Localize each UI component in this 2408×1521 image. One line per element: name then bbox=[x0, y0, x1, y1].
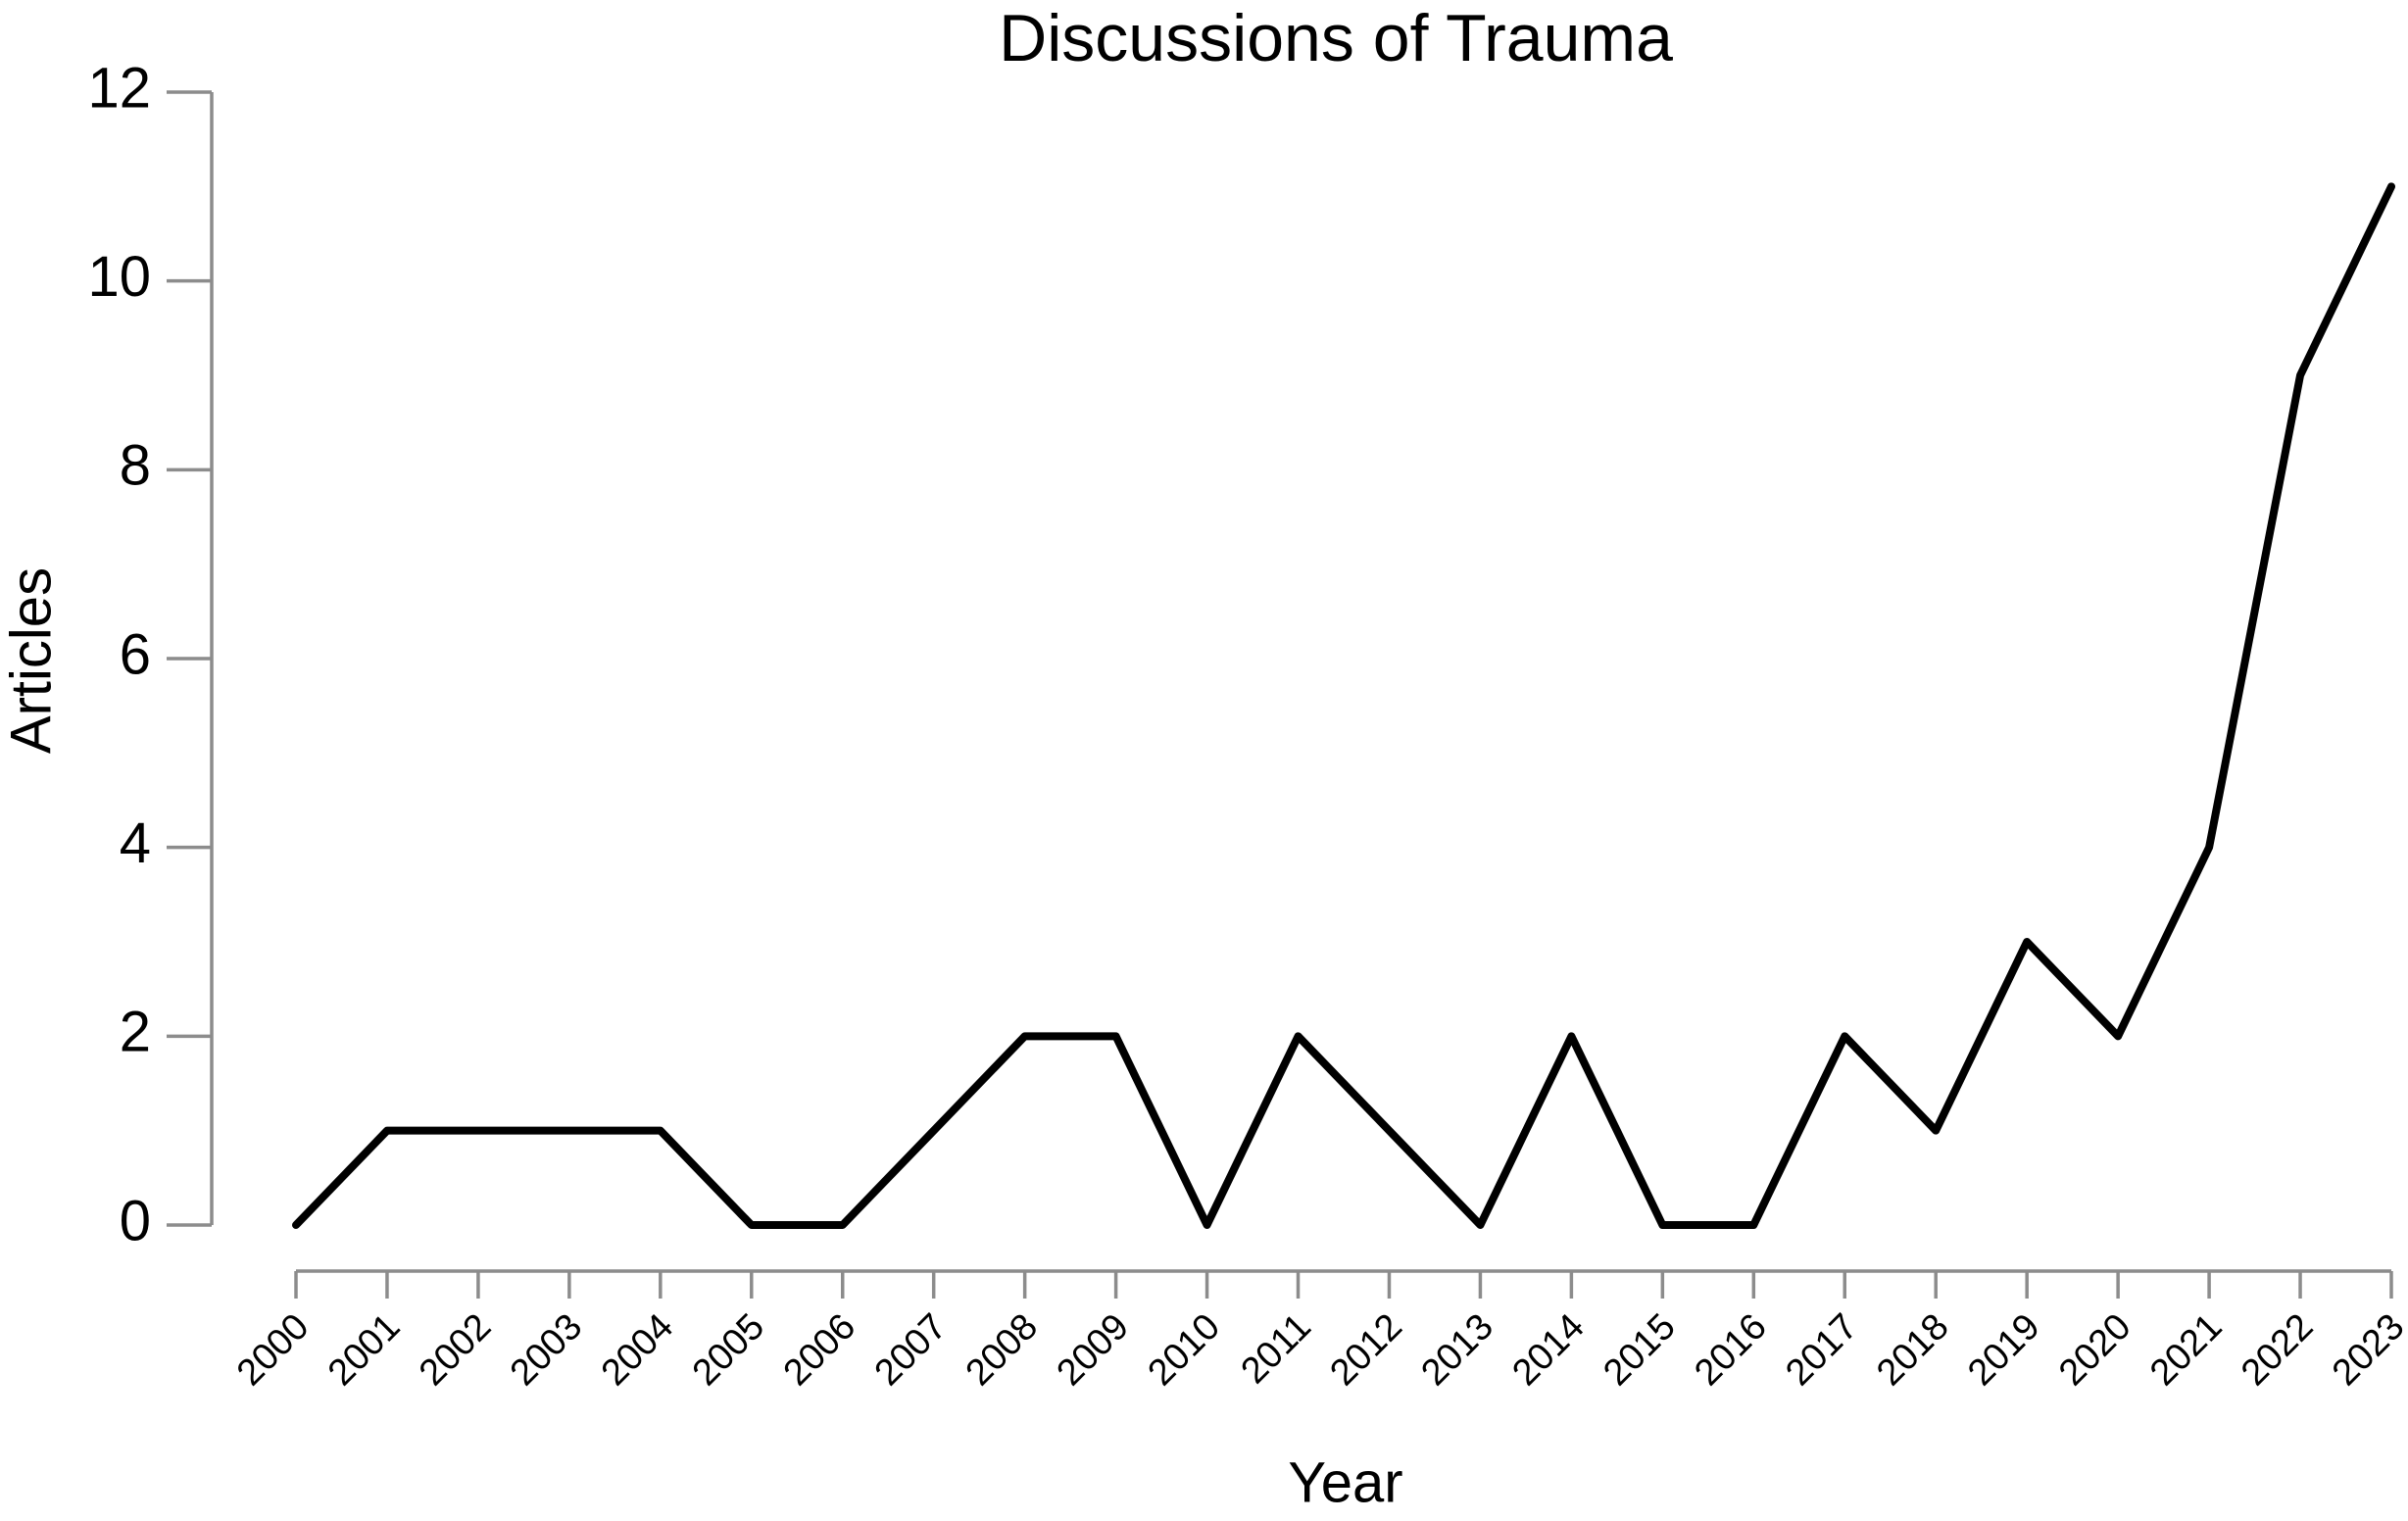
x-tick-label: 2010 bbox=[1141, 1306, 1228, 1394]
x-tick-label: 2008 bbox=[958, 1306, 1046, 1394]
data-line bbox=[292, 182, 2395, 1229]
x-tick-label: 2011 bbox=[1233, 1306, 1318, 1392]
x-tick-label: 2022 bbox=[2234, 1306, 2321, 1394]
x-tick-label: 2007 bbox=[867, 1306, 955, 1394]
chart-title: Discussions of Trauma bbox=[999, 1, 1673, 75]
x-tick-label: 2004 bbox=[594, 1306, 681, 1394]
x-tick-label: 2009 bbox=[1050, 1306, 1137, 1394]
x-axis-label: Year bbox=[1288, 1450, 1402, 1514]
x-tick-label: 2018 bbox=[1869, 1306, 1956, 1394]
x-tick-label: 2020 bbox=[2051, 1306, 2138, 1394]
x-tick-label: 2014 bbox=[1504, 1306, 1592, 1394]
y-axis-label: Articles bbox=[0, 567, 63, 754]
x-tick-label: 2000 bbox=[229, 1306, 317, 1394]
x-tick-label: 2023 bbox=[2325, 1306, 2408, 1394]
x-tick-label: 2005 bbox=[685, 1306, 772, 1394]
x-tick-label: 2002 bbox=[412, 1306, 499, 1394]
y-tick-label: 4 bbox=[120, 811, 151, 875]
x-tick-label: 2001 bbox=[320, 1306, 408, 1394]
x-tick-label: 2003 bbox=[503, 1306, 590, 1394]
y-tick-label: 2 bbox=[120, 1001, 151, 1064]
y-tick-label: 12 bbox=[87, 56, 151, 120]
x-tick-label: 2006 bbox=[776, 1306, 863, 1394]
y-tick-label: 0 bbox=[120, 1189, 151, 1252]
y-tick-label: 10 bbox=[87, 245, 151, 309]
x-tick-label: 2012 bbox=[1322, 1306, 1409, 1394]
x-tick-label: 2019 bbox=[1960, 1306, 2047, 1394]
y-tick-label: 8 bbox=[120, 434, 151, 498]
y-tick-label: 6 bbox=[120, 622, 151, 686]
x-tick-label: 2017 bbox=[1778, 1306, 1865, 1394]
x-tick-label: 2015 bbox=[1596, 1306, 1683, 1394]
x-tick-label: 2013 bbox=[1413, 1306, 1500, 1394]
x-tick-label: 2016 bbox=[1687, 1306, 1774, 1394]
x-tick-label: 2021 bbox=[2142, 1306, 2230, 1394]
